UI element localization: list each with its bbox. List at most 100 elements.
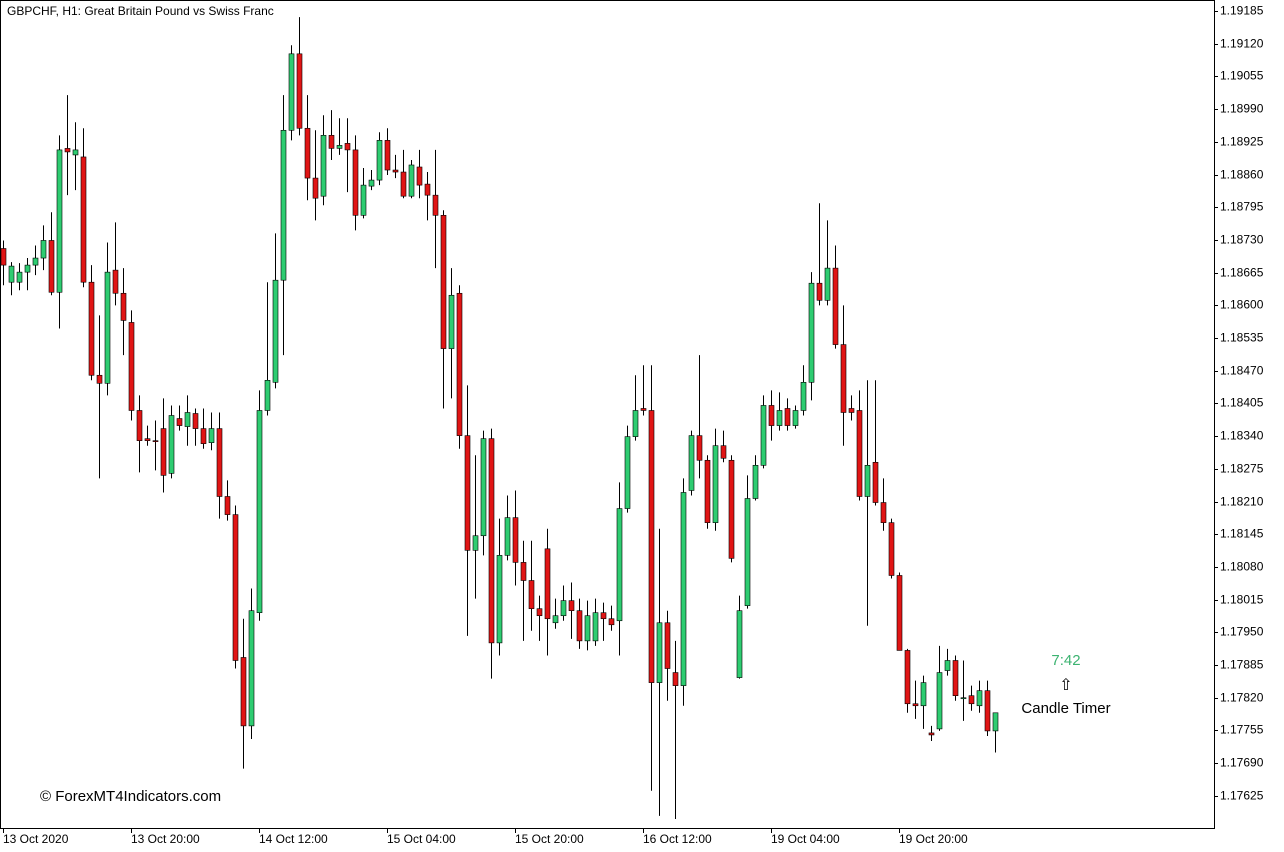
candle-body [152,440,159,442]
candle-body [232,514,239,661]
candle-body [136,410,143,441]
candle-body [504,517,511,556]
y-tick-label: 1.17885 [1220,658,1264,672]
candle-body [312,177,319,199]
candle-body [664,622,671,669]
candle-body [488,438,495,644]
y-tick-label: 1.18405 [1220,396,1264,410]
candle-body [192,413,199,429]
candle-body [288,53,295,131]
candle-body [544,548,551,620]
candle-body [248,610,255,727]
candle-body [992,712,999,732]
candle-body [552,615,559,624]
y-tick-label: 1.17950 [1220,625,1264,639]
candle-body [16,271,23,283]
candle-body [128,322,135,411]
candle-body [880,502,887,523]
candle-body [776,410,783,426]
candle-body [624,436,631,509]
candle-body [704,459,711,523]
candle-body [368,179,375,187]
y-tick-label: 1.18210 [1220,495,1264,509]
candle-body [8,265,15,283]
y-tick-label: 1.18080 [1220,560,1264,574]
candle-body [928,732,935,736]
candle-body [856,410,863,497]
candle-body [336,145,343,149]
candle-body [536,608,543,617]
y-tick-label: 1.17625 [1220,789,1264,803]
candle-body [160,428,167,476]
candle-body [984,690,991,732]
candle-body [264,379,271,411]
candle-body [560,600,567,617]
candle-body [752,465,759,499]
candle-body [904,650,911,705]
candle-body [840,344,847,413]
candle-body [48,240,55,293]
candle-body [808,282,815,383]
candle-body [864,465,871,497]
candle-body [728,459,735,559]
candle-body [520,562,527,581]
candle-body [24,264,31,273]
candle-body [400,171,407,197]
candle-body [960,697,967,700]
y-tick-label: 1.17690 [1220,756,1264,770]
candle-body [464,435,471,551]
candle-body [200,428,207,444]
candle-body [440,215,447,349]
candle-body [40,240,47,259]
candle-body [392,169,399,173]
y-tick-label: 1.18860 [1220,168,1264,182]
y-tick-label: 1.18990 [1220,102,1264,116]
candle-body [472,535,479,551]
x-tick-label: 14 Oct 12:00 [259,832,328,846]
candle-body [688,435,695,491]
candle-body [280,129,287,281]
x-tick-label: 16 Oct 12:00 [643,832,712,846]
candle-body [256,410,263,613]
candle-body [480,438,487,537]
candle-body [888,522,895,576]
y-tick-label: 1.18730 [1220,233,1264,247]
y-tick-label: 1.19120 [1220,37,1264,51]
y-tick-label: 1.18470 [1220,364,1264,378]
candle-body [512,517,519,563]
candle-body [184,412,191,427]
candle-body [432,194,439,216]
candle-body [272,279,279,383]
candle-body [32,257,39,266]
candle-body [168,415,175,474]
candle-body [344,143,351,151]
candle-body [944,660,951,671]
y-tick-label: 1.17755 [1220,723,1264,737]
candle-body [608,618,615,626]
candle-body [176,418,183,426]
candle-body [640,408,647,411]
candle-body [576,610,583,642]
candle-body [648,410,655,683]
candle-body [528,580,535,609]
timer-label: Candle Timer [1021,700,1110,717]
watermark: © ForexMT4Indicators.com [40,788,221,805]
x-tick-label: 13 Oct 20:00 [131,832,200,846]
candle-body [616,508,623,622]
y-tick-label: 1.17820 [1220,691,1264,705]
x-tick-label: 13 Oct 2020 [3,832,69,846]
x-tick-label: 15 Oct 04:00 [387,832,456,846]
candle-body [872,461,879,503]
candle-body [760,405,767,466]
chart-title: GBPCHF, H1: Great Britain Pound vs Swiss… [7,4,274,18]
y-tick-label: 1.18665 [1220,266,1264,280]
candle-body [800,382,807,411]
candle-body [304,127,311,179]
candle-body [56,149,63,293]
candle-body [816,282,823,301]
candle-body [952,660,959,697]
candle-body [144,438,151,441]
candle-body [448,294,455,349]
